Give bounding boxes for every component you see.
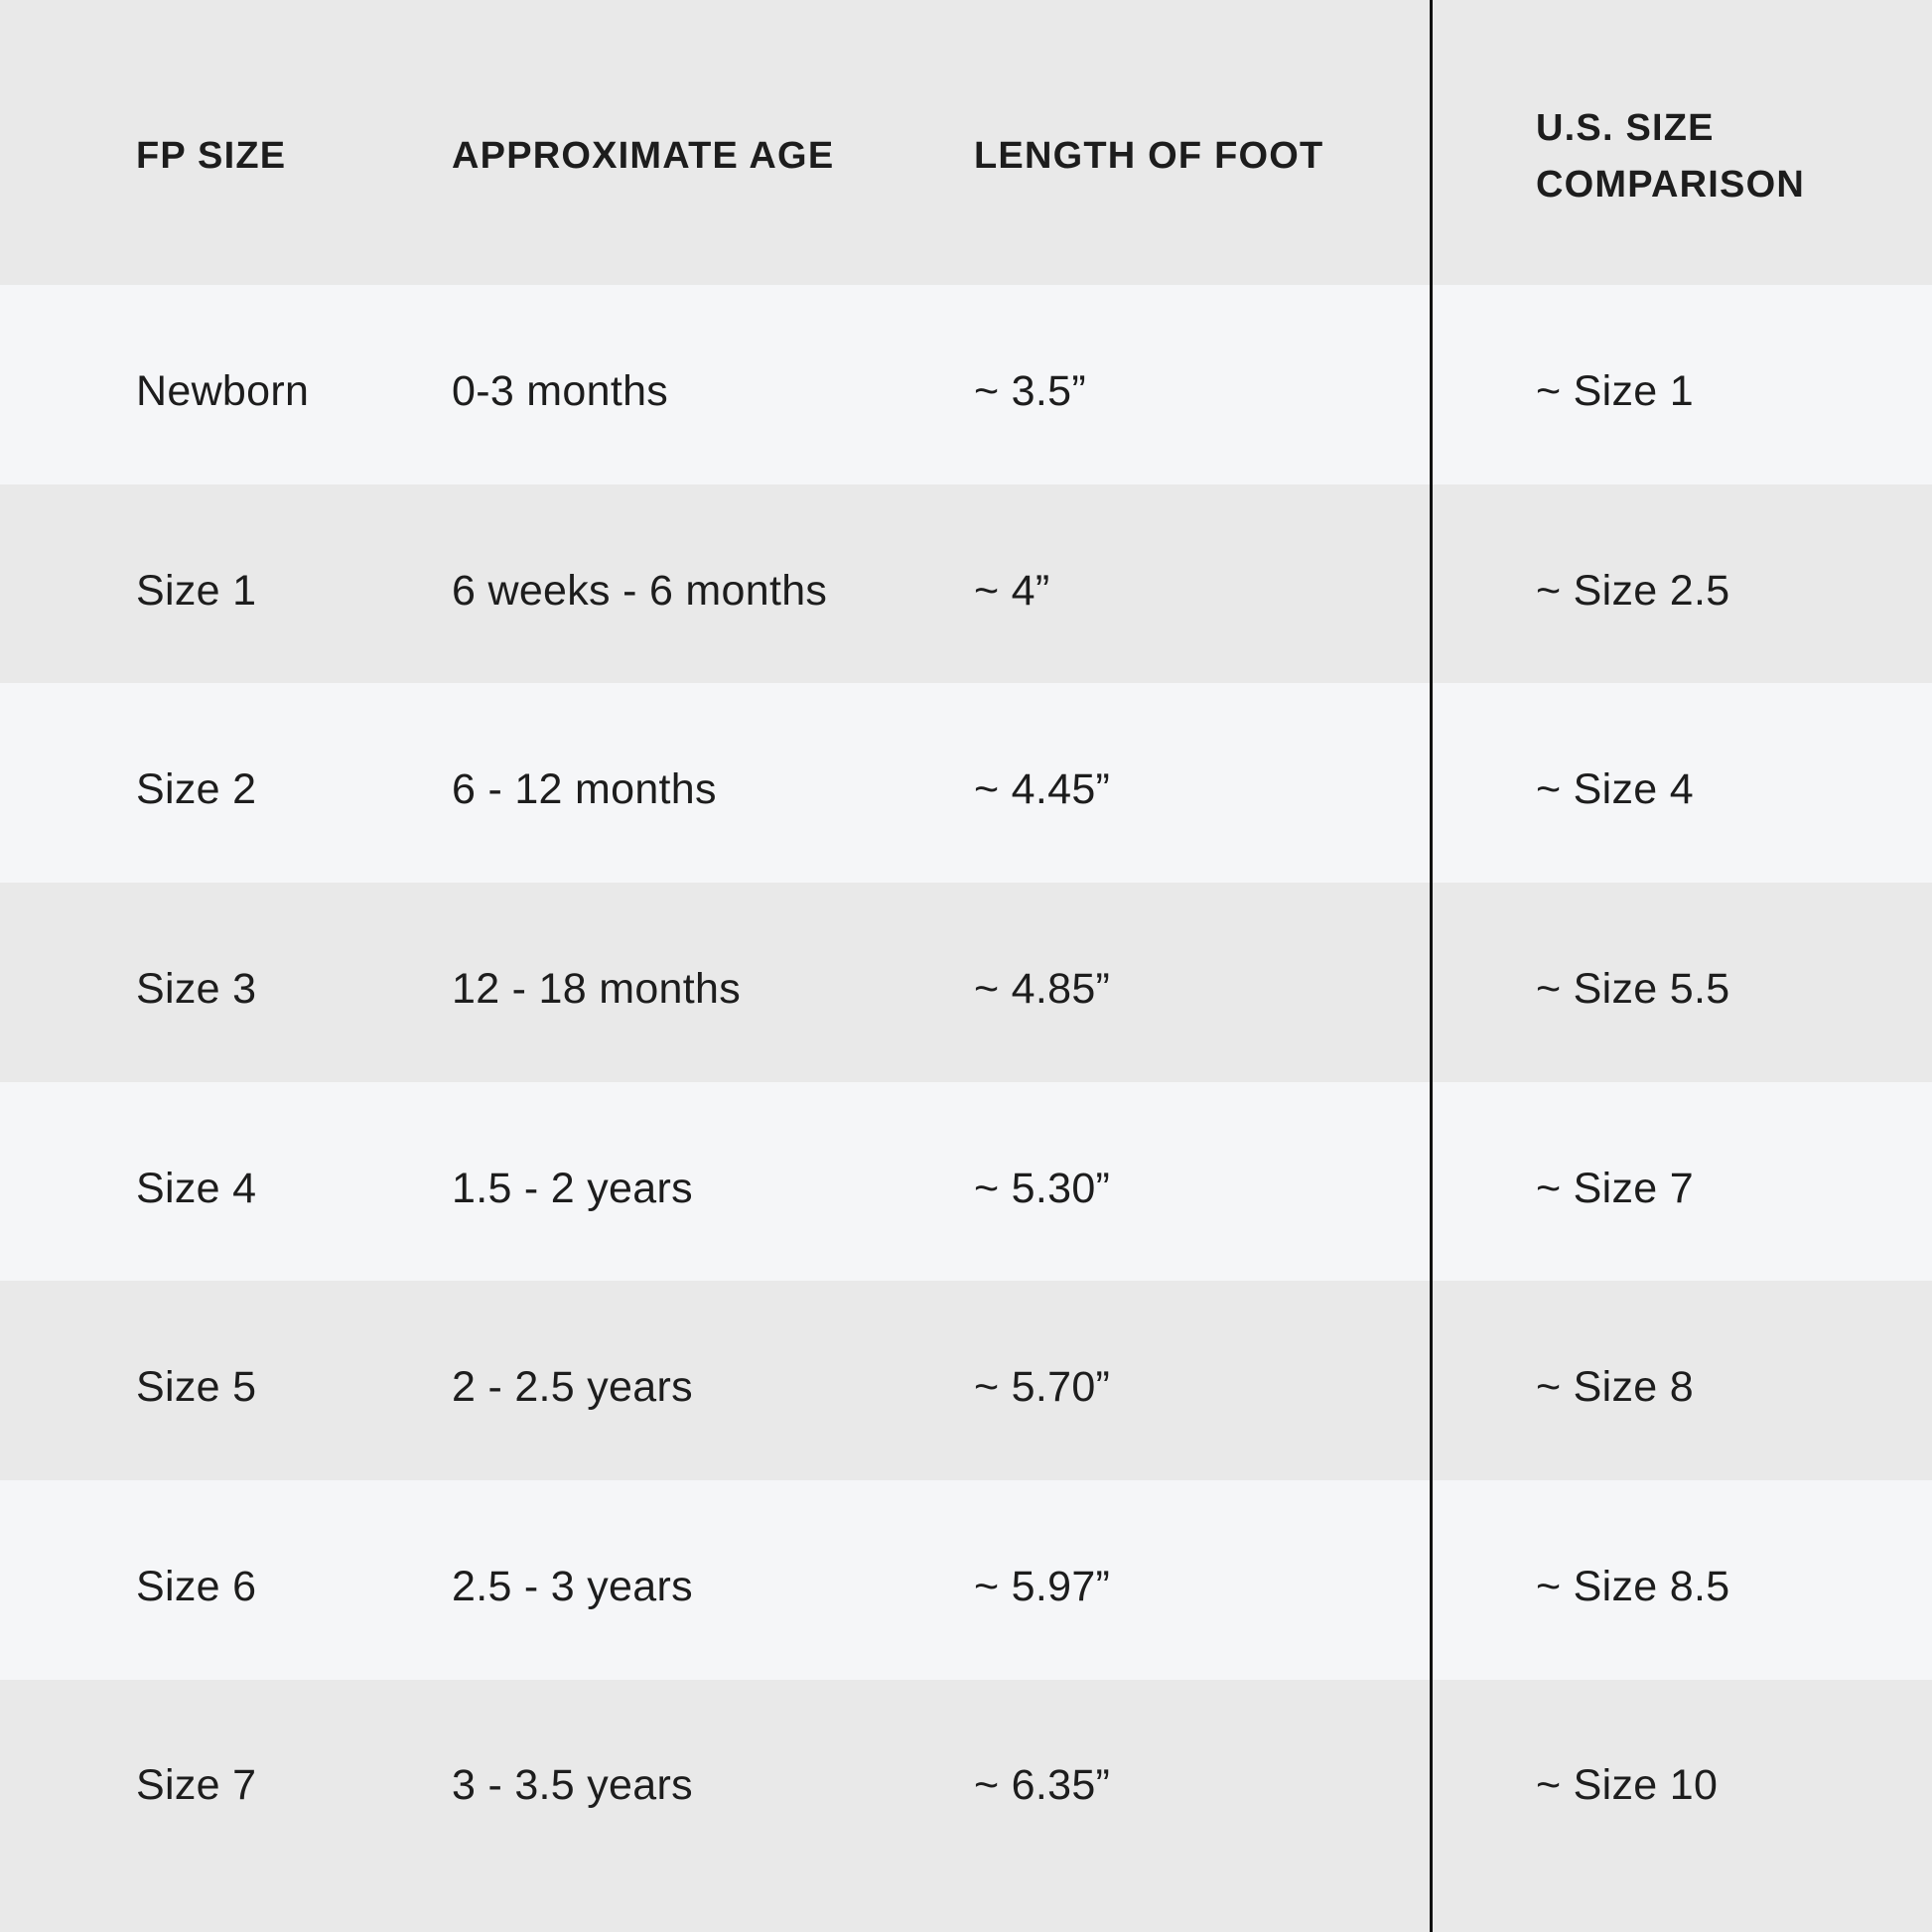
table-row: Size 3 12 - 18 months ~ 4.85” ~ Size 5.5 [0,883,1932,1082]
cell-approximate-age: 6 weeks - 6 months [452,566,828,615]
table-row: Size 5 2 - 2.5 years ~ 5.70” ~ Size 8 [0,1281,1932,1481]
column-divider-line [1430,0,1433,1932]
table-row: Newborn 0-3 months ~ 3.5” ~ Size 1 [0,285,1932,484]
cell-approximate-age: 0-3 months [452,366,669,415]
cell-length-of-foot: ~ 5.30” [974,1164,1111,1212]
header-cell-fp-size: FP SIZE [136,135,287,177]
cell-fp-size: Size 2 [136,765,257,814]
table-row: Size 6 2.5 - 3 years ~ 5.97” ~ Size 8.5 [0,1480,1932,1680]
table-row: Size 1 6 weeks - 6 months ~ 4” ~ Size 2.… [0,483,1932,684]
cell-length-of-foot: ~ 4.85” [974,964,1111,1013]
cell-fp-size: Size 4 [136,1164,257,1212]
cell-length-of-foot: ~ 4” [974,566,1050,615]
cell-approximate-age: 12 - 18 months [452,964,742,1013]
cell-fp-size: Newborn [136,366,310,415]
cell-us-size-comparison: ~ Size 1 [1536,366,1694,415]
table-row: Size 7 3 - 3.5 years ~ 6.35” ~ Size 10 [0,1679,1932,1932]
header-cell-approximate-age: APPROXIMATE AGE [452,135,835,177]
header-cell-length-of-foot: LENGTH OF FOOT [974,135,1324,177]
cell-us-size-comparison: ~ Size 8 [1536,1363,1694,1412]
cell-approximate-age: 6 - 12 months [452,765,717,814]
cell-us-size-comparison: ~ Size 4 [1536,765,1694,814]
cell-approximate-age: 2 - 2.5 years [452,1363,693,1412]
cell-approximate-age: 1.5 - 2 years [452,1164,693,1212]
cell-fp-size: Size 1 [136,566,257,615]
cell-length-of-foot: ~ 6.35” [974,1761,1111,1810]
cell-us-size-comparison: ~ Size 5.5 [1536,964,1730,1013]
cell-us-size-comparison: ~ Size 2.5 [1536,566,1730,615]
cell-us-size-comparison: ~ Size 10 [1536,1761,1719,1810]
cell-approximate-age: 2.5 - 3 years [452,1562,693,1610]
table-row: Size 4 1.5 - 2 years ~ 5.30” ~ Size 7 [0,1081,1932,1282]
header-row: FP SIZE APPROXIMATE AGE LENGTH OF FOOT U… [0,0,1932,285]
cell-us-size-comparison: ~ Size 7 [1536,1164,1694,1212]
cell-approximate-age: 3 - 3.5 years [452,1761,693,1810]
cell-length-of-foot: ~ 4.45” [974,765,1111,814]
cell-us-size-comparison: ~ Size 8.5 [1536,1562,1730,1610]
table-row: Size 2 6 - 12 months ~ 4.45” ~ Size 4 [0,683,1932,884]
cell-fp-size: Size 7 [136,1761,257,1810]
header-cell-us-size-comparison: U.S. SIZE COMPARISON [1536,106,1805,206]
cell-length-of-foot: ~ 5.70” [974,1363,1111,1412]
cell-length-of-foot: ~ 5.97” [974,1562,1111,1610]
cell-fp-size: Size 3 [136,964,257,1013]
cell-fp-size: Size 6 [136,1562,257,1610]
cell-length-of-foot: ~ 3.5” [974,366,1086,415]
cell-fp-size: Size 5 [136,1363,257,1412]
